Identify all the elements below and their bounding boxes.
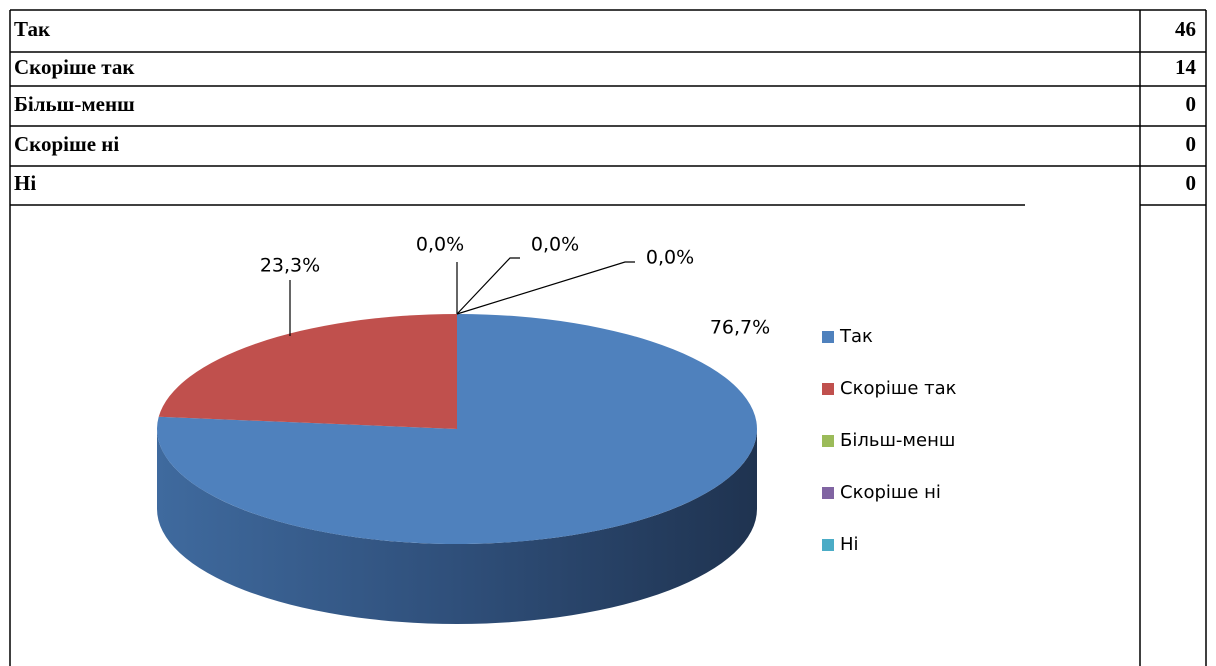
legend-label: Скоріше так bbox=[840, 378, 957, 399]
pie-slice bbox=[157, 314, 758, 544]
legend-swatch bbox=[822, 487, 834, 499]
leader-line bbox=[456, 257, 520, 315]
pie-slice bbox=[158, 314, 457, 429]
leader-line bbox=[456, 261, 635, 315]
row-label: Скоріше ні bbox=[14, 132, 119, 156]
row-value: 0 bbox=[1186, 132, 1197, 156]
row-value: 0 bbox=[1186, 92, 1197, 116]
row-value: 46 bbox=[1175, 17, 1196, 41]
legend-swatch bbox=[822, 383, 834, 395]
data-label: 0,0% bbox=[416, 234, 464, 256]
legend-label: Скоріше ні bbox=[840, 482, 941, 503]
data-label: 76,7% bbox=[710, 317, 770, 339]
legend-swatch bbox=[822, 539, 834, 551]
pie-chart: 76,7% 23,3% 0,0% 0,0% 0,0% Так Скоріше так Біль… bbox=[157, 234, 957, 624]
table bbox=[9, 9, 1207, 666]
data-label: 23,3% bbox=[260, 255, 320, 277]
row-label: Скоріше так bbox=[14, 55, 135, 79]
legend-label: Ні bbox=[840, 534, 859, 555]
row-label: Більш-менш bbox=[14, 92, 135, 116]
row-value: 14 bbox=[1175, 55, 1197, 79]
data-label: 0,0% bbox=[531, 234, 579, 256]
pie-side bbox=[157, 429, 757, 624]
row-label: Так bbox=[14, 17, 51, 41]
row-value: 0 bbox=[1186, 171, 1197, 195]
row-label: Ні bbox=[14, 171, 36, 195]
legend-swatch bbox=[822, 435, 834, 447]
legend-label: Більш-менш bbox=[840, 430, 955, 451]
legend-swatch bbox=[822, 331, 834, 343]
data-label: 0,0% bbox=[646, 247, 694, 269]
legend-label: Так bbox=[839, 326, 873, 347]
